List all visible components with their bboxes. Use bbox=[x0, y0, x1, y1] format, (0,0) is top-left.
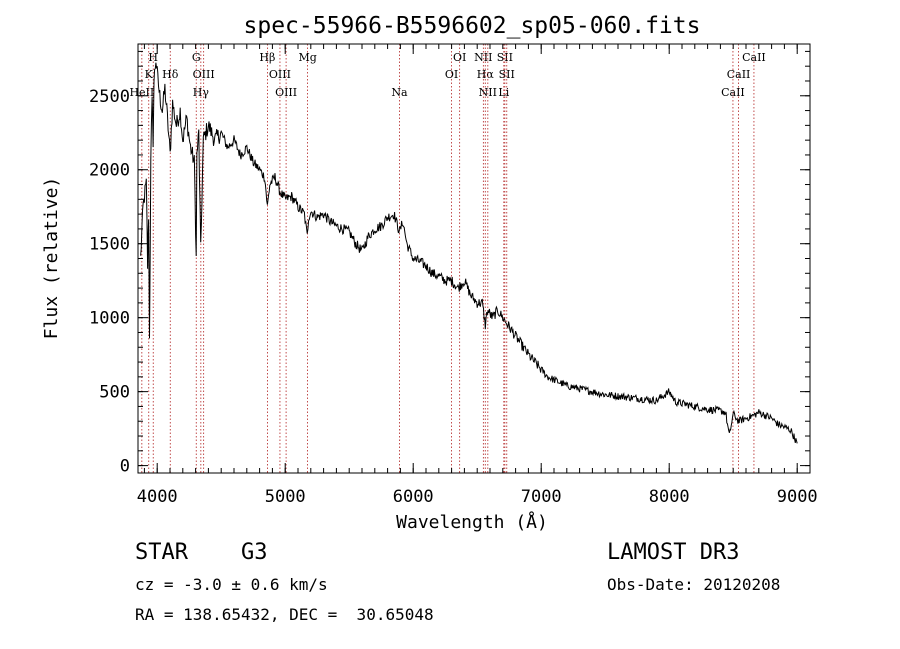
sky-coordinates: RA = 138.65432, DEC = 30.65048 bbox=[135, 605, 434, 624]
y-tick-label: 1500 bbox=[89, 235, 130, 255]
marker-label: Hβ bbox=[259, 51, 275, 64]
y-tick-label: 0 bbox=[120, 457, 130, 477]
marker-label: OIII bbox=[193, 68, 215, 81]
chart-title: spec-55966-B5596602_sp05-060.fits bbox=[244, 13, 701, 39]
y-tick-label: 2500 bbox=[89, 87, 130, 107]
marker-label: SII bbox=[497, 51, 513, 64]
survey-name: LAMOST DR3 bbox=[607, 540, 740, 565]
spectrum-series bbox=[140, 62, 798, 444]
observation-date: Obs-Date: 20120208 bbox=[607, 575, 781, 594]
y-tick-label: 1000 bbox=[89, 309, 130, 329]
x-tick-label: 5000 bbox=[265, 487, 306, 507]
marker-label: Hδ bbox=[162, 68, 179, 81]
x-tick-label: 9000 bbox=[777, 487, 818, 507]
x-tick-label: 8000 bbox=[649, 487, 690, 507]
marker-label: Li bbox=[498, 86, 509, 99]
marker-label: CaII bbox=[742, 51, 766, 64]
line-markers: HeII KH Hδ G OIII Hγ Hβ OIII OIII Mg Na OI OI NII Hα NI… bbox=[129, 44, 766, 473]
marker-label: HeII bbox=[129, 86, 154, 99]
marker-label: CaII bbox=[727, 68, 751, 81]
y-tick-label: 500 bbox=[99, 383, 130, 403]
marker-label: OIII bbox=[275, 86, 297, 99]
marker-label: OI bbox=[453, 51, 466, 64]
y-axis: 0 500 1000 1500 2000 2500 bbox=[89, 50, 810, 477]
marker-label: H bbox=[148, 51, 158, 64]
marker-label: CaII bbox=[721, 86, 745, 99]
marker-label: NII bbox=[479, 86, 497, 99]
y-axis-label: Flux (relative) bbox=[41, 177, 62, 340]
marker-label: Mg bbox=[298, 51, 316, 64]
x-axis: 4000 5000 6000 7000 8000 9000 bbox=[137, 44, 818, 507]
marker-label: SII bbox=[499, 68, 515, 81]
x-tick-label: 4000 bbox=[137, 487, 178, 507]
x-axis-label: Wavelength (Å) bbox=[396, 511, 548, 533]
marker-label: OIII bbox=[269, 68, 291, 81]
marker-label: G bbox=[192, 51, 201, 64]
x-tick-label: 6000 bbox=[393, 487, 434, 507]
object-subclass: G3 bbox=[241, 540, 268, 565]
marker-label: K bbox=[145, 68, 154, 81]
marker-label: Hα bbox=[477, 68, 495, 81]
marker-label: Na bbox=[391, 86, 408, 99]
object-class: STAR bbox=[135, 540, 188, 565]
marker-label: OI bbox=[445, 68, 458, 81]
redshift-velocity: cz = -3.0 ± 0.6 km/s bbox=[135, 575, 328, 594]
marker-label: Hγ bbox=[193, 86, 210, 99]
y-tick-label: 2000 bbox=[89, 161, 130, 181]
marker-label: NII bbox=[474, 51, 492, 64]
spectrum-line bbox=[140, 62, 798, 444]
x-tick-label: 7000 bbox=[521, 487, 562, 507]
